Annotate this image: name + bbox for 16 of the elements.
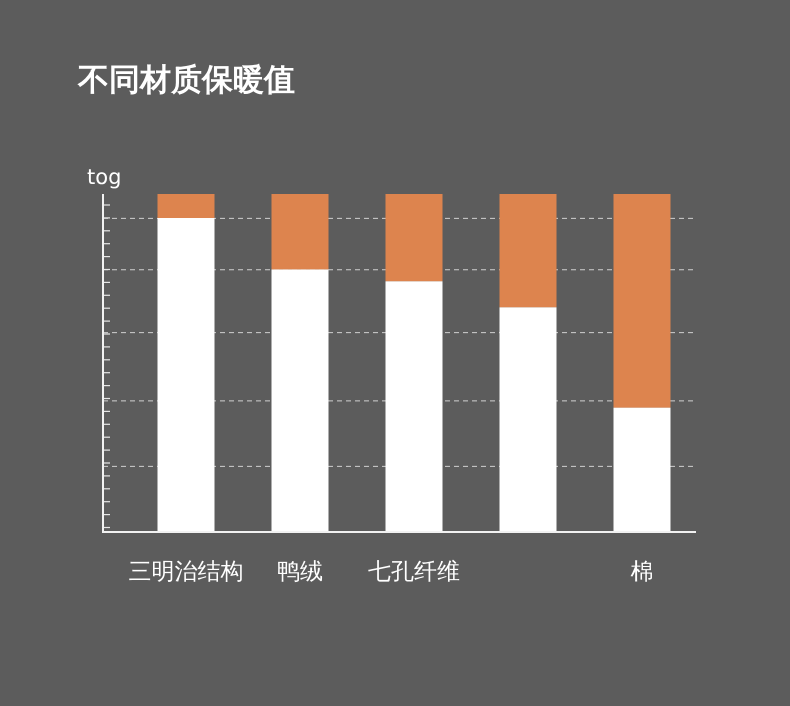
bar <box>500 307 556 532</box>
bar <box>386 194 442 282</box>
bar <box>158 218 214 532</box>
x-tick-label: 鸭绒 <box>277 559 323 585</box>
chart-title: 不同材质保暖值 <box>77 62 295 98</box>
bar <box>386 281 442 532</box>
bar <box>158 194 214 218</box>
bar <box>614 408 670 532</box>
x-tick-label: 七孔纤维 <box>368 559 460 585</box>
bar <box>272 194 328 270</box>
bar <box>500 194 556 308</box>
bar <box>614 194 670 408</box>
bar <box>272 269 328 532</box>
y-axis-title: tog <box>87 165 122 189</box>
x-tick-label: 三明治结构 <box>128 559 244 585</box>
x-tick-label: 棉 <box>630 559 654 585</box>
